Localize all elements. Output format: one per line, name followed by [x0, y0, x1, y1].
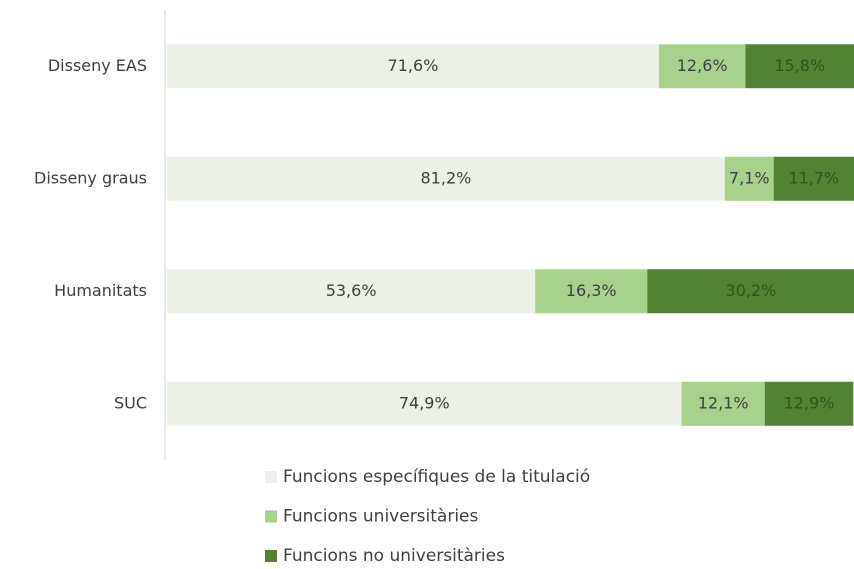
y-tick-label: Disseny EAS: [48, 56, 147, 75]
data-label: 12,9%: [784, 393, 835, 412]
data-label: 71,6%: [388, 56, 439, 75]
legend-swatch: [265, 510, 277, 523]
data-label: 15,8%: [774, 56, 825, 75]
data-label: 12,6%: [677, 56, 728, 75]
legend-swatch: [265, 471, 277, 483]
bar-segment: [167, 381, 682, 426]
bar-segment: [773, 156, 854, 201]
legend-swatch: [265, 550, 277, 562]
y-tick-label: Humanitats: [54, 281, 147, 300]
bar-segment: [724, 156, 774, 201]
data-label: 16,3%: [566, 281, 617, 300]
data-label: 7,1%: [729, 168, 770, 187]
legend-label: Funcions específiques de la titulació: [283, 467, 590, 487]
bar-segment: [681, 381, 765, 426]
bar-segment: [745, 44, 854, 89]
data-label: 81,2%: [421, 168, 472, 187]
bar-segment: [167, 269, 536, 314]
bar-segment: [764, 381, 854, 426]
legend-label: Funcions universitàries: [283, 507, 479, 527]
legend-label: Funcions no universitàries: [283, 546, 505, 566]
y-tick-label: Disseny graus: [34, 168, 147, 187]
bar-segment: [658, 44, 746, 89]
bar-segment: [167, 44, 659, 89]
bar-segment: [167, 156, 725, 201]
y-tick-label: SUC: [114, 393, 147, 412]
data-label: 30,2%: [726, 281, 777, 300]
bar-segment: [647, 269, 854, 314]
data-label: 11,7%: [788, 168, 839, 187]
data-label: 53,6%: [326, 281, 377, 300]
data-label: 74,9%: [399, 393, 450, 412]
data-label: 12,1%: [698, 393, 749, 412]
bar-segment: [535, 269, 648, 314]
